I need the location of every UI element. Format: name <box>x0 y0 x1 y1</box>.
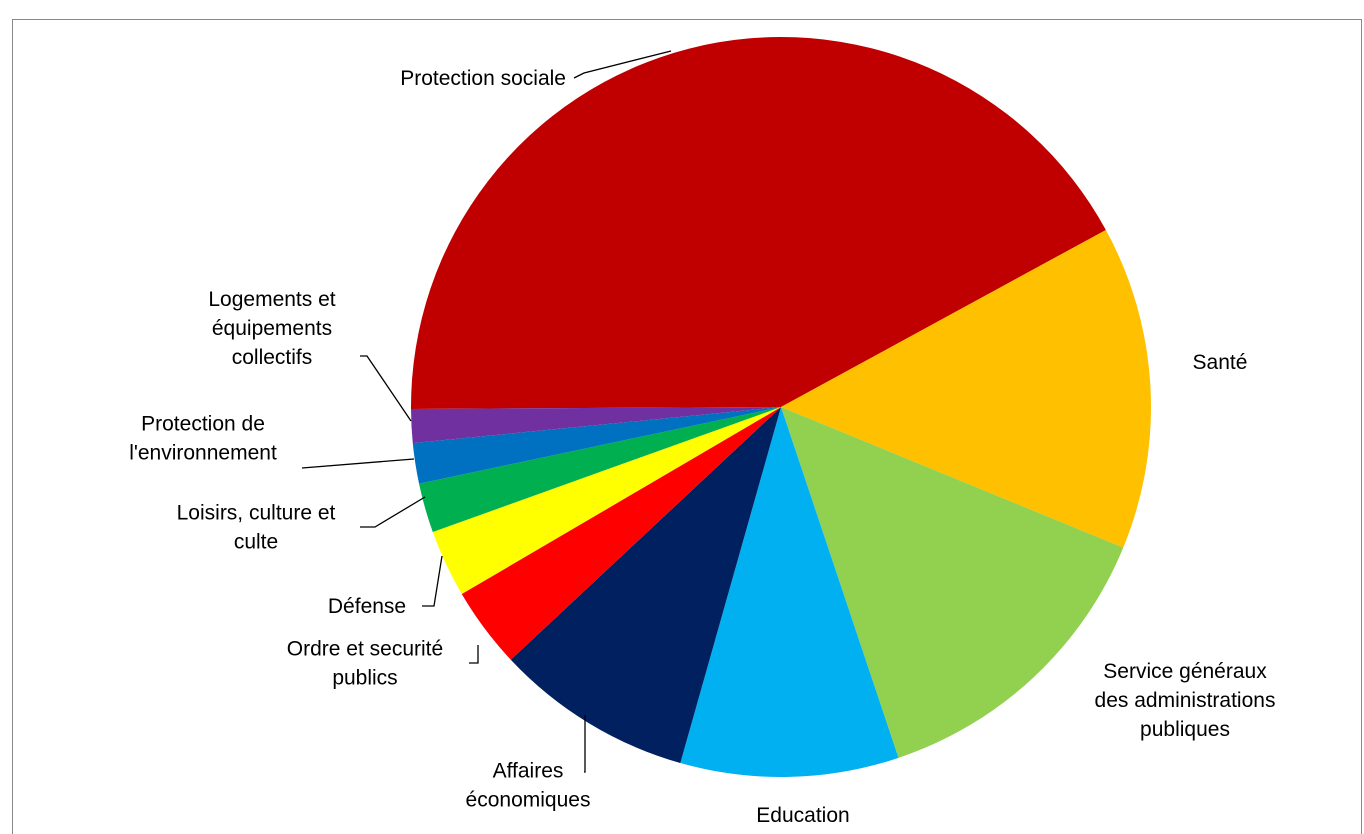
pie-slice-service-generaux-des-administrations-publiques <box>781 407 1124 758</box>
pie-slice-defense <box>432 407 781 594</box>
pie-slice-affaires-economiques <box>510 407 781 764</box>
leader-line-affaires-economiques <box>584 715 586 773</box>
leader-line-defense <box>422 555 443 607</box>
slice-label-service-generaux-des-administrations-publiques: Service généraux des administrations publi… <box>1095 660 1276 741</box>
slice-label-defense: Défense <box>328 595 406 618</box>
leader-line-logements-et-equipements-collectifs <box>360 355 412 422</box>
pie-slices <box>411 37 1151 777</box>
slice-label-sante: Santé <box>1193 351 1248 374</box>
pie-slice-education <box>680 407 899 777</box>
leader-line-protection-sociale <box>573 50 672 79</box>
leader-line-protection-de-l-environnement <box>301 458 415 469</box>
pie-slice-ordre-et-securite-publics <box>461 407 781 660</box>
pie-slice-protection-de-l-environnement <box>412 407 781 484</box>
pie-slice-loisirs-culture-et-culte <box>419 407 781 533</box>
leader-line-loisirs-culture-et-culte <box>360 496 426 528</box>
slice-label-protection-sociale: Protection sociale <box>400 67 566 90</box>
slice-labels: Protection sociale Santé Service généraux d… <box>129 67 1275 827</box>
slice-label-protection-de-l-environnement: Protection de l'environnement <box>129 413 277 465</box>
slice-label-affaires-economiques: Affaires économiques <box>466 760 591 812</box>
slice-label-ordre-et-securite-publics: Ordre et securité publics <box>287 638 443 690</box>
pie-slice-sante <box>781 229 1151 548</box>
leader-lines <box>301 50 672 773</box>
pie-slice-protection-sociale <box>411 37 1106 409</box>
slice-label-education: Education <box>756 804 849 827</box>
slice-label-logements-et-equipements-collectifs: Logements et équipements collectifs <box>208 288 335 369</box>
slice-label-loisirs-culture-et-culte: Loisirs, culture et culte <box>177 502 336 554</box>
pie-slice-logements-et-equipements-collectifs <box>411 407 781 444</box>
leader-line-ordre-et-securite-publics <box>469 645 479 664</box>
chart-area <box>12 19 1362 834</box>
